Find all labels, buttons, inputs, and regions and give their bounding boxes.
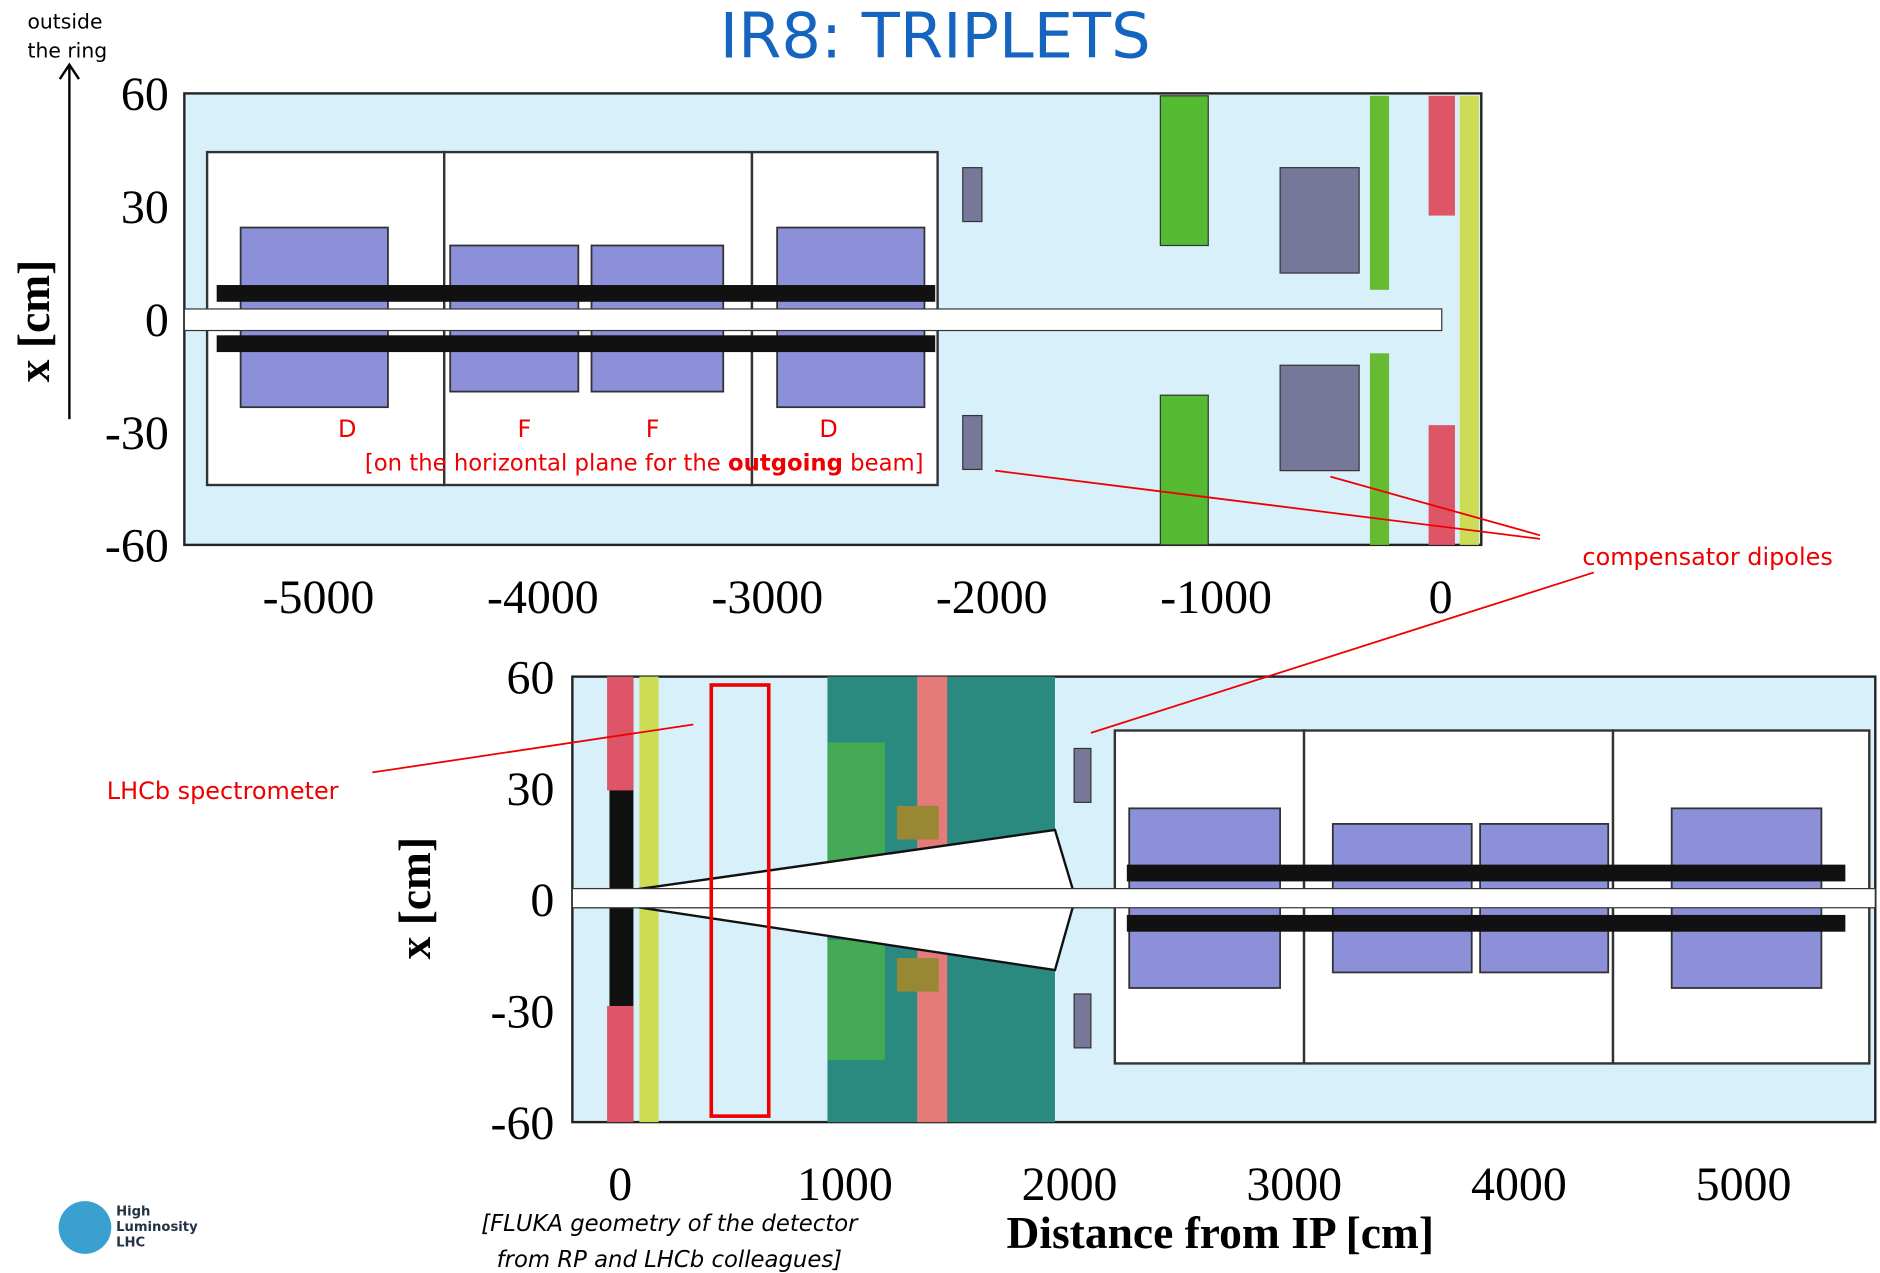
dipole — [1074, 748, 1091, 802]
dipole — [1074, 994, 1091, 1048]
x-tick-label: -5000 — [263, 571, 375, 624]
detector — [607, 1006, 633, 1122]
x-tick-label: -1000 — [1160, 571, 1272, 624]
logo-mark — [59, 1201, 112, 1254]
logo-text: LHC — [116, 1236, 145, 1251]
footnote: from RP and LHCb colleagues] — [497, 1247, 842, 1273]
y-axis-label: x [cm] — [389, 837, 440, 960]
footnote: [FLUKA geometry of the detector — [481, 1211, 859, 1237]
x-tick-label: 1000 — [797, 1158, 893, 1211]
detector — [827, 940, 884, 1060]
y-tick-label: -60 — [105, 520, 169, 573]
y-tick-label: 0 — [530, 874, 554, 927]
logo-text: Luminosity — [116, 1220, 198, 1235]
y-tick-label: -60 — [491, 1097, 555, 1150]
x-tick-label: 0 — [608, 1158, 632, 1211]
y-tick-label: 0 — [145, 294, 169, 347]
x-tick-label: -3000 — [711, 571, 823, 624]
x-tick-label: 0 — [1429, 571, 1453, 624]
beam-pipe — [184, 309, 1441, 331]
side-note: the ring — [27, 38, 107, 62]
dipole — [963, 416, 982, 470]
absorber — [1160, 395, 1208, 545]
detector — [1429, 96, 1455, 216]
dipole — [1280, 168, 1359, 273]
annotation: compensator dipoles — [1582, 543, 1832, 571]
y-tick-label: -30 — [105, 407, 169, 460]
absorber — [1160, 96, 1208, 246]
slide: IR8: TRIPLETS outside the ring D F F D [… — [0, 0, 1880, 1273]
x-axis-label: Distance from IP [cm] — [1006, 1207, 1433, 1258]
magnet-label: F — [646, 415, 660, 443]
coil — [1127, 865, 1846, 882]
absorber — [1370, 353, 1389, 545]
magnet-label: D — [338, 415, 356, 443]
absorber — [1370, 96, 1389, 290]
detector — [827, 742, 884, 862]
x-tick-label: -4000 — [487, 571, 599, 624]
side-note: outside — [27, 10, 102, 34]
y-tick-label: 30 — [121, 181, 169, 234]
caption-part: outgoing — [728, 451, 843, 477]
y-tick-label: -30 — [491, 986, 555, 1039]
caption: [on the horizontal plane for the outgoin… — [365, 451, 924, 477]
y-tick-label: 60 — [506, 651, 554, 704]
x-tick-label: 5000 — [1696, 1158, 1792, 1211]
dipole — [963, 168, 982, 222]
x-tick-label: 4000 — [1471, 1158, 1567, 1211]
magnet-label: F — [518, 415, 532, 443]
detector — [1460, 96, 1479, 545]
annotation: LHCb spectrometer — [107, 777, 339, 805]
slide-title: IR8: TRIPLETS — [720, 0, 1151, 72]
coil — [1127, 915, 1846, 932]
top-plot — [184, 93, 1481, 544]
x-tick-label: -2000 — [936, 571, 1048, 624]
logo-text: High — [116, 1205, 150, 1220]
x-tick-label: 3000 — [1246, 1158, 1342, 1211]
magnet — [897, 958, 939, 992]
y-tick-label: 60 — [121, 68, 169, 121]
x-tick-label: 2000 — [1022, 1158, 1118, 1211]
dipole — [1280, 365, 1359, 470]
bottom-plot — [572, 677, 1875, 1122]
y-tick-label: 30 — [506, 763, 554, 816]
coil — [217, 285, 936, 302]
caption-part: [on the horizontal plane for the — [365, 451, 728, 477]
magnet-label: D — [819, 415, 837, 443]
coil — [217, 335, 936, 352]
caption-part: beam] — [843, 451, 924, 477]
magnet — [897, 806, 939, 840]
y-axis-label: x [cm] — [8, 260, 59, 383]
